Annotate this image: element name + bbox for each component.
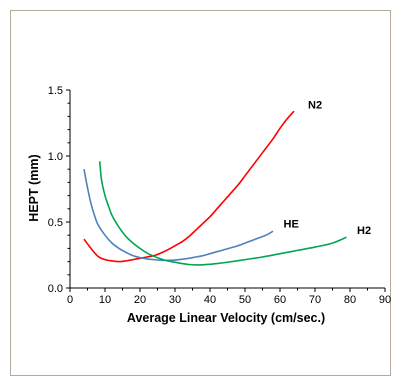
x-tick-label: 80 (344, 294, 356, 306)
x-tick-label: 30 (169, 294, 181, 306)
series-label-h2: H2 (357, 225, 371, 237)
series-label-he: HE (284, 218, 299, 230)
x-axis-title: Average Linear Velocity (cm/sec.) (127, 311, 325, 325)
series-label-n2: N2 (308, 99, 322, 111)
series-line-h2 (98, 161, 347, 266)
series-line-n2 (83, 110, 295, 263)
series-layer (83, 110, 347, 266)
y-axis-title: HEPT (mm) (27, 154, 41, 221)
y-tick-label: 1.5 (48, 85, 63, 97)
x-tick-label: 90 (379, 294, 391, 306)
x-tick-label: 20 (134, 294, 146, 306)
x-tick-label: 70 (309, 294, 321, 306)
x-tick-label: 40 (204, 294, 216, 306)
chart-frame (10, 10, 391, 376)
y-tick-label: 1.0 (48, 151, 63, 163)
x-tick-label: 60 (274, 294, 286, 306)
x-tick-label: 10 (99, 294, 111, 306)
x-tick-label: 50 (239, 294, 251, 306)
series-line-he (83, 169, 274, 262)
series-labels: N2 HE H2 (284, 99, 372, 236)
chart-axes: 0 10 20 30 40 50 60 70 80 90 0.0 0.5 1.0 1.5 (48, 85, 391, 306)
x-tick-label: 0 (67, 294, 73, 306)
y-tick-label: 0.0 (48, 283, 63, 295)
y-tick-label: 0.5 (48, 217, 63, 229)
